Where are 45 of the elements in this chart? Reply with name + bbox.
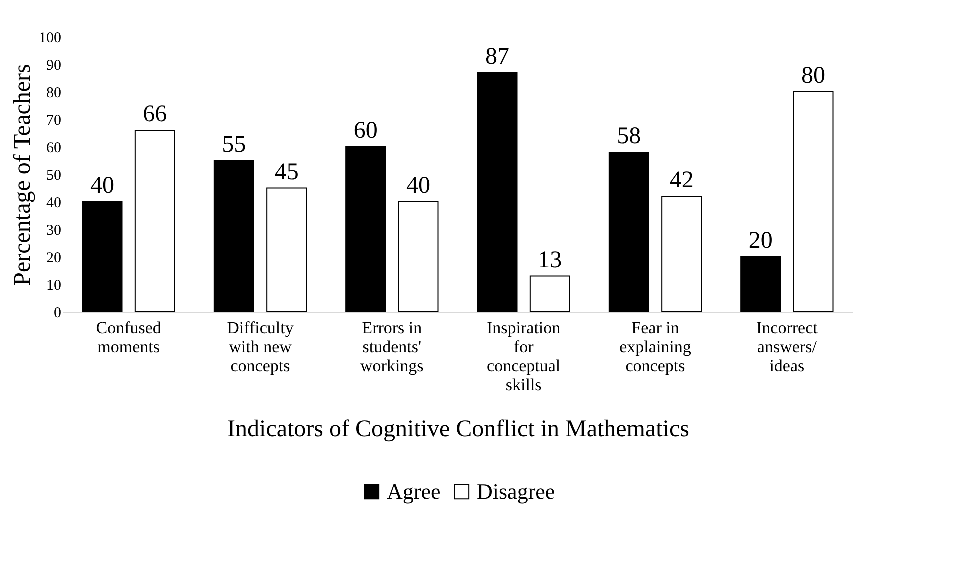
y-tick-label: 60 [46, 140, 62, 156]
y-tick-label: 0 [54, 306, 62, 322]
x-tick-label: Fear in explaining concepts [620, 318, 692, 376]
y-tick-label: 30 [46, 223, 62, 239]
y-tick-label: 90 [46, 58, 62, 74]
x-tick-label: Inspiration for conceptual skills [487, 318, 562, 394]
data-label: 80 [802, 63, 826, 89]
y-tick-label: 70 [46, 113, 62, 129]
bar [530, 276, 570, 312]
x-tick-label: Confused moments [96, 318, 162, 356]
bar [740, 256, 782, 312]
bar [398, 202, 439, 312]
y-tick-label: 20 [46, 250, 62, 266]
y-axis-title: Percentage of Teachers [10, 64, 36, 286]
bar [477, 72, 518, 312]
data-label: 66 [143, 102, 168, 128]
data-label: 40 [406, 173, 430, 199]
y-tick-label: 80 [46, 86, 62, 102]
data-label: 55 [222, 132, 246, 158]
data-label: 20 [748, 228, 773, 254]
data-label: 13 [538, 247, 562, 274]
bar [134, 130, 176, 312]
data-label: 87 [486, 44, 510, 70]
bar [214, 160, 254, 312]
y-tick-label: 50 [46, 168, 62, 184]
y-tick-label: 100 [39, 30, 62, 46]
data-label: 60 [354, 118, 378, 144]
bar [266, 188, 308, 312]
bar [793, 92, 834, 312]
y-tick-label: 10 [46, 278, 62, 294]
bar [608, 152, 650, 312]
data-label: 40 [90, 173, 114, 199]
data-label: 58 [617, 124, 642, 150]
bar [662, 196, 702, 312]
bar [82, 202, 123, 312]
x-tick-label: Incorrect answers/ ideas [756, 318, 818, 376]
legend-label: Disagree [477, 479, 556, 504]
y-tick-label: 40 [46, 196, 62, 212]
x-tick-label: Errors in students' workings [360, 318, 424, 376]
legend-label: Agree [387, 479, 441, 504]
bar [346, 146, 386, 312]
x-tick-label: Difficulty with new concepts [227, 318, 294, 376]
x-axis-title: Indicators of Cognitive Conflict in Mathematics [228, 416, 690, 442]
data-label: 42 [670, 168, 694, 194]
data-label: 45 [274, 159, 299, 186]
